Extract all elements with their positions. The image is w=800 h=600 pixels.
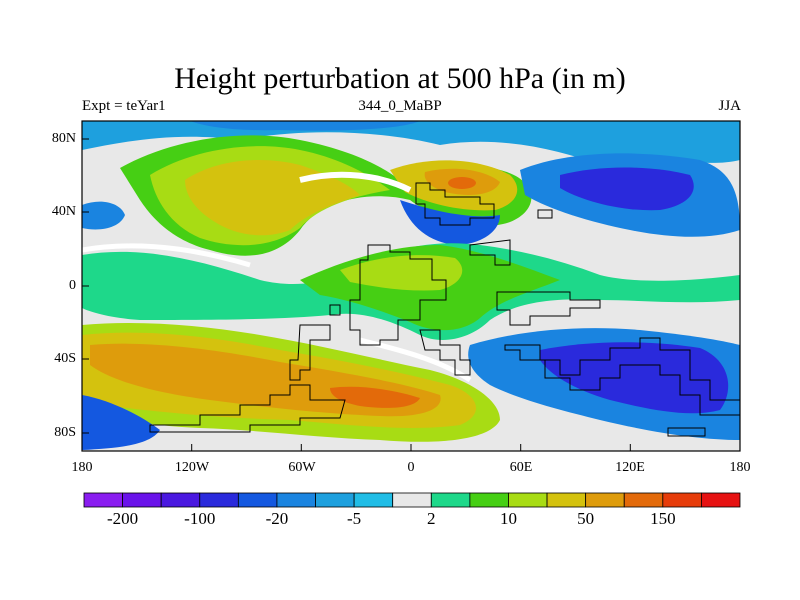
lat-tick-label: 40N [51, 204, 76, 219]
colorbar-swatch [430, 492, 471, 508]
field-south-atlantic-positive-core [330, 386, 420, 408]
axis-ticks [81, 138, 741, 451]
colorbar-swatch [392, 492, 432, 508]
field-north-pacific-negative-core [560, 167, 694, 211]
season-label: JJA [718, 98, 741, 114]
lon-tick-label: 120E [615, 460, 645, 475]
field-zero-contour-c [82, 243, 251, 268]
time-label: 344_0_MaBP [358, 98, 442, 114]
height-perturbation-field [82, 121, 740, 451]
colorbar-label: 150 [650, 509, 676, 528]
field-europe-max [448, 177, 476, 189]
lon-tick-label: 180 [729, 460, 751, 475]
experiment-label: Expt = teYar1 [82, 98, 166, 114]
colorbar-swatch [585, 492, 625, 508]
lon-tick-label: 0 [407, 460, 415, 475]
lon-tick-label: 60W [288, 460, 316, 475]
colorbar-label: 10 [499, 509, 517, 528]
lon-tick-label: 60E [509, 460, 533, 475]
lon-tick-label: 120W [174, 460, 210, 475]
lat-tick-label: 40S [54, 351, 76, 366]
colorbar-label: 50 [577, 509, 595, 528]
colorbar [83, 492, 741, 508]
colorbar-label: -100 [184, 509, 216, 528]
colorbar-swatch [122, 492, 162, 508]
colorbar-swatch [199, 492, 239, 508]
lon-tick-label: 180 [71, 460, 93, 475]
colorbar-swatch [160, 492, 201, 508]
field-polar-north-negative-core [190, 121, 420, 131]
colorbar-swatch [237, 492, 278, 508]
coastlines [149, 182, 740, 437]
field-south-pacific-negative [82, 395, 160, 450]
colorbar-label: -200 [106, 509, 139, 528]
lat-tick-label: 80S [54, 425, 76, 440]
colorbar-swatch [508, 492, 548, 508]
field-polar-north-negative [82, 121, 740, 165]
colorbar-label: -20 [265, 509, 289, 528]
field-zero-contour-a [299, 171, 412, 193]
field-west-pacific-negative [82, 201, 125, 230]
colorbar-swatch [276, 492, 316, 508]
colorbar-swatch [83, 492, 123, 508]
colorbar-swatch [662, 492, 702, 508]
colorbar-swatch [315, 492, 355, 508]
chart-title: Height perturbation at 500 hPa (in m) [174, 62, 626, 95]
colorbar-swatch [623, 492, 664, 508]
field-zero-contour-b [359, 337, 472, 383]
colorbar-label: 2 [427, 509, 436, 528]
colorbar-swatch [546, 492, 587, 508]
colorbar-swatch [701, 492, 741, 508]
colorbar-label: -5 [347, 509, 362, 528]
lat-tick-label: 0 [69, 278, 76, 293]
colorbar-swatch [353, 492, 394, 508]
lat-tick-label: 80N [51, 131, 76, 146]
colorbar-swatch [469, 492, 509, 508]
